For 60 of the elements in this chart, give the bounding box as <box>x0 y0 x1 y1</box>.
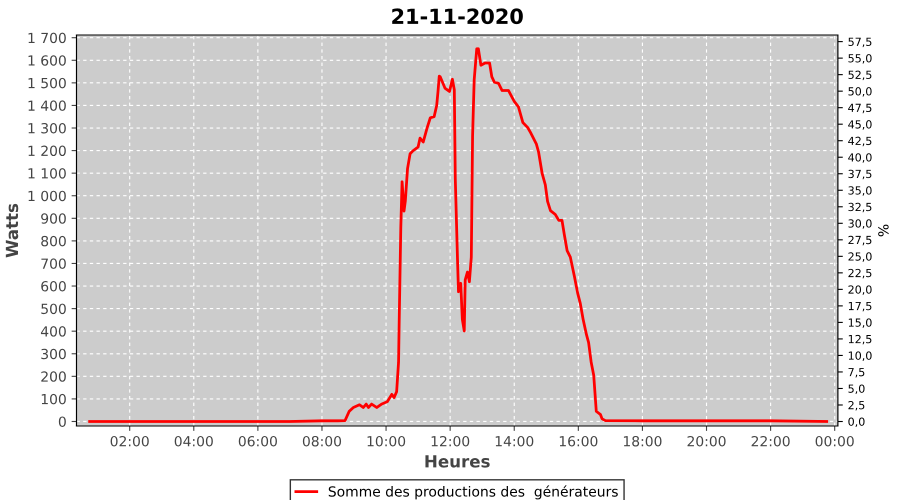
y2-tick-label: 20,0 <box>848 285 872 295</box>
y2-tick-label: 10,0 <box>848 351 872 361</box>
y-tick-label: 700 <box>41 258 66 269</box>
x-tick-label: 20:00 <box>688 436 726 446</box>
y-tick-label: 1 000 <box>28 190 66 202</box>
y-tick-label: 200 <box>41 371 66 382</box>
y-axis-title: Watts <box>6 204 18 258</box>
y2-tick-label: 30,0 <box>848 219 872 229</box>
y2-tick-label: 57,5 <box>848 38 872 48</box>
y-tick-label: 0 <box>58 416 66 427</box>
y2-tick-label: 55,0 <box>848 54 872 64</box>
y2-tick-label: 0,0 <box>848 417 865 428</box>
y-tick-label: 800 <box>41 236 66 246</box>
y2-tick-label: 22,5 <box>848 268 872 278</box>
y2-tick-label: 12,5 <box>848 334 872 344</box>
y2-axis-title: % <box>878 224 889 236</box>
x-tick-label: 02:00 <box>110 436 149 446</box>
legend-label: Somme des productions des générateurs <box>328 485 618 500</box>
y2-tick-label: 25,0 <box>848 252 872 262</box>
y2-tick-label: 5,0 <box>848 384 865 394</box>
y2-tick-label: 47,5 <box>848 104 872 114</box>
y-tick-label: 1 700 <box>28 32 66 44</box>
y2-tick-label: 32,5 <box>848 202 872 212</box>
y2-tick-label: 42,5 <box>848 136 872 146</box>
x-tick-label: 06:00 <box>238 436 277 446</box>
x-tick-label: 14:00 <box>496 436 534 446</box>
y-tick-label: 400 <box>40 326 66 337</box>
y2-tick-label: 50,0 <box>848 87 872 97</box>
y2-tick-label: 27,5 <box>848 236 872 246</box>
y2-tick-label: 45,0 <box>848 120 872 130</box>
y2-tick-label: 2,5 <box>848 400 864 411</box>
y2-tick-label: 7,5 <box>848 368 864 378</box>
x-tick-label: 00:00 <box>816 436 854 446</box>
x-tick-label: 08:00 <box>302 436 342 446</box>
y-tick-label: 1 300 <box>28 122 66 134</box>
x-axis-title: Heures <box>425 455 490 468</box>
x-tick-label: 16:00 <box>560 436 598 446</box>
y-tick-label: 600 <box>41 281 66 292</box>
y-tick-label: 100 <box>42 394 66 404</box>
chart-title: 21-11-2020 <box>392 8 523 24</box>
y-tick-label: 1 500 <box>28 78 66 88</box>
y2-tick-label: 52,5 <box>848 70 872 80</box>
x-tick-label: 22:00 <box>752 436 790 446</box>
y-tick-label: 1 400 <box>28 100 66 111</box>
y2-tick-label: 35,0 <box>848 186 872 196</box>
y-tick-label: 500 <box>41 304 66 314</box>
y2-tick-label: 37,5 <box>848 170 872 180</box>
y2-tick-label: 15,0 <box>848 318 872 328</box>
y2-tick-label: 17,5 <box>848 302 872 312</box>
y-tick-label: 300 <box>41 348 66 360</box>
y2-tick-label: 40,0 <box>848 153 872 163</box>
line-series <box>88 47 828 423</box>
y-tick-label: 1 200 <box>28 146 66 156</box>
x-tick-label: 18:00 <box>624 436 662 446</box>
x-tick-label: 12:00 <box>432 436 470 446</box>
y-tick-label: 1 600 <box>28 55 66 66</box>
x-tick-label: 04:00 <box>174 436 213 446</box>
y-tick-label: 900 <box>41 213 66 224</box>
y-tick-label: 1 100 <box>28 168 66 179</box>
x-tick-label: 10:00 <box>368 436 406 446</box>
